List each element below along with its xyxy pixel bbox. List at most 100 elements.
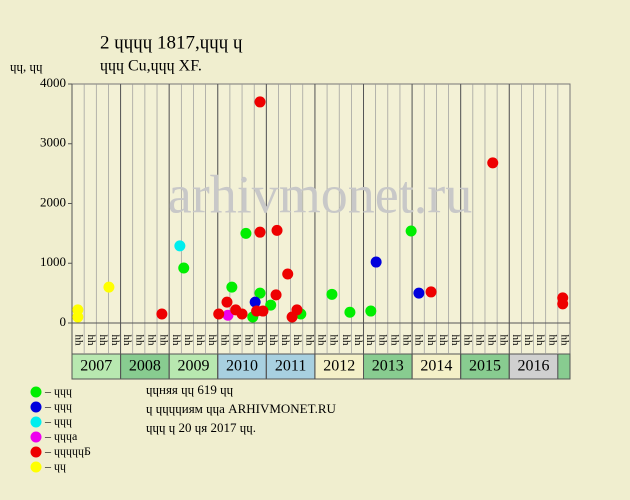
point <box>72 311 84 323</box>
quarter-label: ɥɥ <box>509 334 521 346</box>
quarter-label: ɥɥ <box>375 334 387 346</box>
legend-label: – ɥɥɥ <box>44 414 72 428</box>
point <box>270 289 282 301</box>
point <box>344 306 356 318</box>
point <box>221 296 233 308</box>
point <box>156 308 168 320</box>
y-tick-label: 0 <box>60 314 67 329</box>
point <box>291 304 303 316</box>
quarter-label: ɥɥ <box>315 334 327 346</box>
note: ɥ ɥɥɥɥиям ɥɥа ARHIVMONET.RU <box>146 401 337 416</box>
legend-marker <box>30 386 42 398</box>
year-label: 2010 <box>226 358 258 375</box>
point <box>405 225 417 237</box>
quarter-label: ɥɥ <box>108 334 120 346</box>
point <box>257 305 269 317</box>
note: ɥɥняя ɥɥ 619 ɥɥ <box>146 382 234 397</box>
quarter-label: ɥɥ <box>84 334 96 346</box>
quarter-label: ɥɥ <box>327 334 339 346</box>
point <box>174 240 186 252</box>
quarter-label: ɥɥ <box>96 334 108 346</box>
point <box>557 298 569 310</box>
legend-label: – ɥɥɥ <box>44 384 72 398</box>
point <box>226 281 238 293</box>
quarter-label: ɥɥ <box>278 334 290 346</box>
quarter-label: ɥɥ <box>351 334 363 346</box>
quarter-label: ɥɥ <box>217 334 229 346</box>
quarter-label: ɥɥ <box>436 334 448 346</box>
quarter-label: ɥɥ <box>497 334 509 346</box>
legend-label: – ɥɥ <box>44 459 66 473</box>
y-tick-label: 3000 <box>40 135 66 150</box>
quarter-label: ɥɥ <box>533 334 545 346</box>
quarter-label: ɥɥ <box>521 334 533 346</box>
quarter-label: ɥɥ <box>205 334 217 346</box>
quarter-label: ɥɥ <box>472 334 484 346</box>
quarter-label: ɥɥ <box>290 334 302 346</box>
quarter-label: ɥɥ <box>424 334 436 346</box>
year-label: 2009 <box>177 358 209 375</box>
point <box>240 227 252 239</box>
y-tick-label: 2000 <box>40 194 66 209</box>
quarter-label: ɥɥ <box>169 334 181 346</box>
point <box>254 96 266 108</box>
legend-marker <box>30 401 42 413</box>
legend-marker <box>30 461 42 473</box>
year-band <box>265 353 316 380</box>
y-tick-label: 4000 <box>40 75 66 90</box>
legend-label: – ɥɥɥ <box>44 399 72 413</box>
plot-area <box>71 83 571 380</box>
quarter-label: ɥɥ <box>266 334 278 346</box>
quarter-label: ɥɥ <box>400 334 412 346</box>
point <box>254 287 266 299</box>
year-label: 2011 <box>275 358 306 375</box>
quarter-label: ɥɥ <box>363 334 375 346</box>
point <box>178 262 190 274</box>
quarter-label: ɥɥ <box>412 334 424 346</box>
point <box>413 287 425 299</box>
quarter-label: ɥɥ <box>485 334 497 346</box>
quarter-label: ɥɥ <box>302 334 314 346</box>
quarter-label: ɥɥ <box>120 334 132 346</box>
point <box>487 157 499 169</box>
legend-label: – ɥɥɥа <box>44 429 78 443</box>
legend-label: – ɥɥɥɥɥБ <box>44 444 91 458</box>
quarter-label: ɥɥ <box>181 334 193 346</box>
point <box>249 296 261 308</box>
quarter-label: ɥɥ <box>387 334 399 346</box>
quarter-label: ɥɥ <box>242 334 254 346</box>
year-label: 2016 <box>518 358 550 375</box>
point <box>326 288 338 300</box>
quarter-label: ɥɥ <box>545 334 557 346</box>
point <box>271 224 283 236</box>
point <box>213 308 225 320</box>
quarter-label: ɥɥ <box>448 334 460 346</box>
year-label: 2014 <box>420 358 452 375</box>
watermark: arhivmonet.ru <box>168 164 472 224</box>
quarter-label: ɥɥ <box>144 334 156 346</box>
year-label: 2008 <box>129 358 161 375</box>
quarter-label: ɥɥ <box>230 334 242 346</box>
point <box>365 305 377 317</box>
y-axis-label: ɥɥ, ɥɥ <box>10 59 43 74</box>
year-band <box>120 353 170 380</box>
quarter-label: ɥɥ <box>339 334 351 346</box>
quarter-label: ɥɥ <box>254 334 266 346</box>
legend-marker <box>30 446 42 458</box>
point <box>254 226 266 238</box>
point <box>370 256 382 268</box>
quarter-label: ɥɥ <box>193 334 205 346</box>
quarter-label: ɥɥ <box>72 334 84 346</box>
point <box>103 281 115 293</box>
quarter-label: ɥɥ <box>157 334 169 346</box>
year-band <box>557 353 571 380</box>
point <box>282 268 294 280</box>
legend-marker <box>30 431 42 443</box>
year-label: 2007 <box>80 358 112 375</box>
quarter-label: ɥɥ <box>557 334 569 346</box>
point <box>265 299 277 311</box>
point <box>222 309 234 321</box>
year-label: 2015 <box>469 358 501 375</box>
point <box>236 308 248 320</box>
